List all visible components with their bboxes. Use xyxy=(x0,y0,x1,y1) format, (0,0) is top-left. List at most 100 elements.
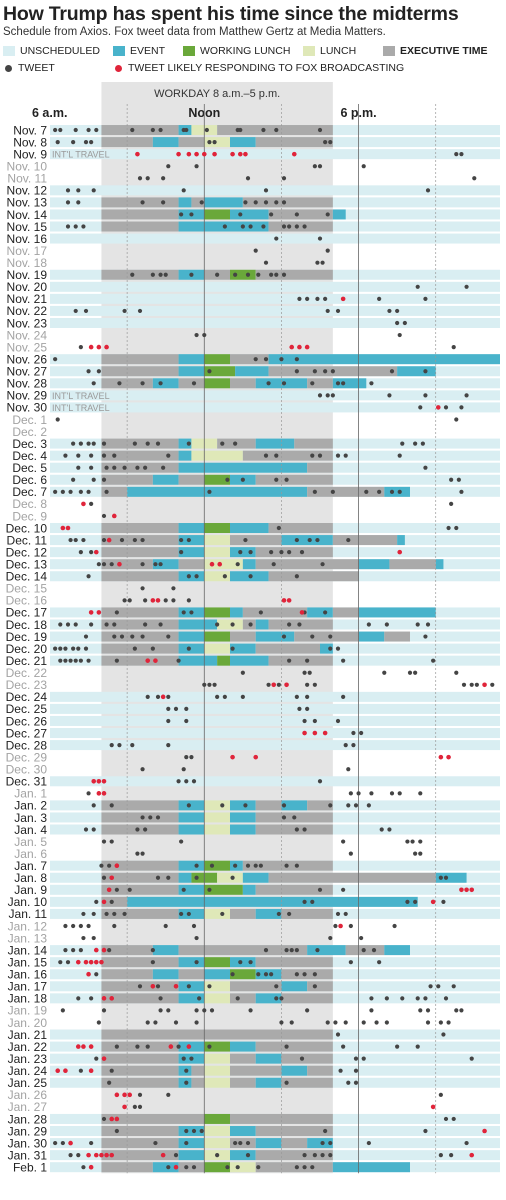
legend-swatch xyxy=(183,46,195,56)
tweet-dot xyxy=(238,212,243,217)
tweet-dot xyxy=(209,863,215,868)
executive-time-segment xyxy=(101,607,179,618)
executive-time-segment xyxy=(389,559,436,570)
executive-time-segment xyxy=(230,1053,256,1064)
fox-tweet-dot xyxy=(60,525,66,531)
fox-tweet-dot xyxy=(88,610,94,615)
event-segment xyxy=(178,535,205,546)
fox-tweet-dot xyxy=(186,1044,192,1049)
tweet-dot xyxy=(335,1032,341,1037)
tweet-dot xyxy=(307,670,312,675)
executive-time-segment xyxy=(332,607,359,618)
legend-item-tweet: TWEET xyxy=(3,62,55,74)
travel-note: INT'L TRAVEL xyxy=(52,403,110,413)
tweet-dot xyxy=(294,574,299,579)
unscheduled-bar xyxy=(50,293,500,304)
tweet-dot xyxy=(284,1080,289,1085)
tweet-dot xyxy=(294,224,299,229)
fox-tweet-dot xyxy=(96,610,102,615)
tweet-dot xyxy=(86,574,91,579)
tweet-dot xyxy=(415,284,420,289)
tweet-dot xyxy=(53,1140,58,1146)
tweet-dot xyxy=(137,1104,143,1109)
day-label: Dec. 15 xyxy=(6,582,48,596)
event-segment xyxy=(397,366,436,377)
tweet-dot xyxy=(199,200,204,205)
tweet-dot xyxy=(207,369,212,374)
tweet-dot xyxy=(109,839,114,844)
fox-tweet-dot xyxy=(75,1044,81,1049)
executive-time-segment xyxy=(101,643,179,654)
tweet-dot xyxy=(181,188,186,193)
tweet-dot xyxy=(405,839,410,844)
tweet-dot xyxy=(305,658,310,663)
tweet-dot xyxy=(145,1020,150,1025)
tweet-dot xyxy=(323,369,328,374)
legend-label: TWEET LIKELY RESPONDING TO FOX BROADCAST… xyxy=(128,62,405,74)
working-lunch-segment xyxy=(217,655,230,666)
tweet-dot xyxy=(94,972,99,977)
day-label: Nov. 12 xyxy=(7,184,48,198)
tweet-dot xyxy=(240,224,245,229)
tweet-dot xyxy=(413,899,418,904)
unscheduled-bar xyxy=(50,305,500,316)
lunch-segment xyxy=(204,1065,230,1076)
tweet-dot xyxy=(335,381,341,386)
event-segment xyxy=(255,1138,282,1149)
tweet-dot xyxy=(230,646,235,651)
tweet-dot xyxy=(107,863,112,868)
event-segment xyxy=(178,1126,205,1137)
fox-tweet-dot xyxy=(93,959,99,965)
executive-time-segment xyxy=(230,1113,333,1124)
tweet-dot xyxy=(63,453,68,458)
tweet-dot xyxy=(456,477,461,482)
tweet-dot xyxy=(320,562,325,567)
tweet-dot xyxy=(312,682,317,687)
tweet-dot xyxy=(472,176,477,181)
day-label: Jan. 12 xyxy=(8,919,48,933)
executive-time-segment xyxy=(101,474,153,485)
tweet-dot xyxy=(60,1008,65,1013)
event-segment xyxy=(281,981,308,992)
tweet-dot xyxy=(418,405,423,410)
tweet-dot xyxy=(166,718,171,724)
working-lunch-segment xyxy=(230,969,256,980)
unscheduled-bar xyxy=(50,185,500,196)
tweet-dot xyxy=(94,127,99,133)
tweet-dot xyxy=(78,1068,83,1073)
tweet-dot xyxy=(346,767,351,772)
executive-time-segment xyxy=(101,547,179,558)
tweet-dot xyxy=(328,646,333,651)
day-label: Jan. 10 xyxy=(8,895,48,909)
working-lunch-segment xyxy=(204,209,230,220)
lunch-segment xyxy=(204,559,243,570)
executive-time-segment xyxy=(230,535,282,546)
tweet-dot xyxy=(263,188,269,193)
event-segment xyxy=(384,486,410,497)
tweet-dot xyxy=(112,923,117,929)
tweet-dot xyxy=(459,152,464,157)
executive-time-segment xyxy=(255,1126,333,1137)
tweet-dot xyxy=(317,779,323,784)
tweet-dot xyxy=(215,1153,220,1158)
tweet-dot xyxy=(189,755,194,760)
tweet-dot xyxy=(317,164,323,169)
tweet-dot xyxy=(356,791,361,796)
tweet-dot xyxy=(137,308,143,314)
tweet-dot xyxy=(346,1080,351,1085)
tweet-dot xyxy=(76,1153,81,1158)
tweet-dot xyxy=(150,960,155,965)
fox-tweet-dot xyxy=(104,344,109,350)
day-label: Dec. 30 xyxy=(6,763,48,777)
day-label: Dec. 10 xyxy=(6,521,48,535)
tweet-dot xyxy=(207,139,212,145)
event-segment xyxy=(178,547,205,558)
tweet-dot xyxy=(184,1128,189,1134)
executive-time-segment xyxy=(307,486,385,497)
tweet-dot xyxy=(464,393,469,398)
tweet-dot xyxy=(323,296,328,301)
tweet-dot xyxy=(284,477,289,482)
tweet-dot xyxy=(248,224,253,229)
tweet-dot xyxy=(63,658,68,663)
tweet-dot xyxy=(284,863,289,868)
